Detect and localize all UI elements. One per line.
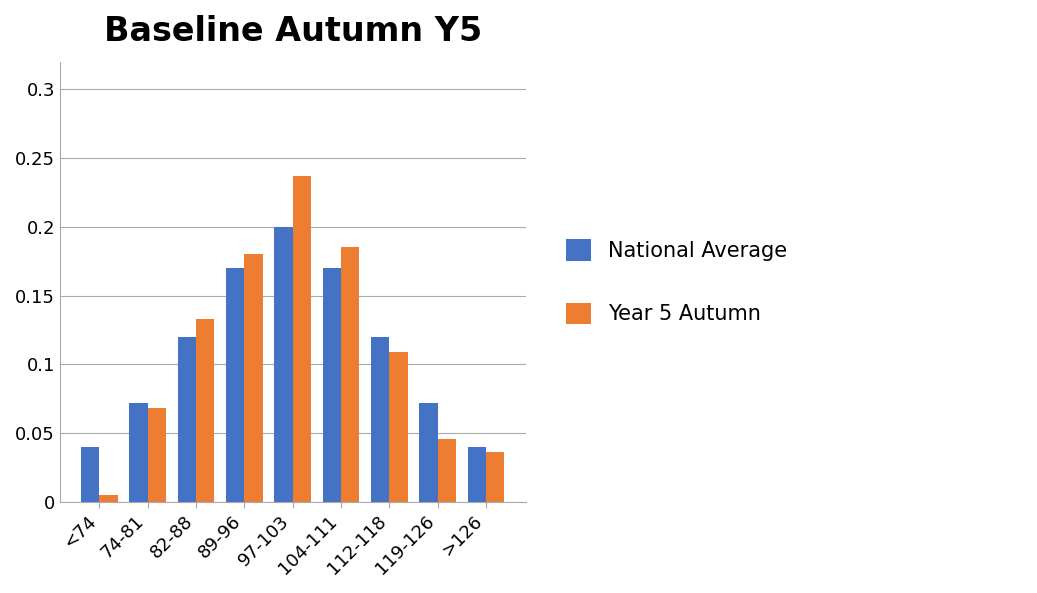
Bar xyxy=(292,176,311,502)
Title: Baseline Autumn Y5: Baseline Autumn Y5 xyxy=(104,15,482,48)
Bar xyxy=(147,409,166,502)
Legend: National Average, Year 5 Autumn: National Average, Year 5 Autumn xyxy=(545,218,808,345)
Bar xyxy=(468,447,486,502)
Bar xyxy=(438,439,456,502)
Bar xyxy=(371,337,390,502)
Bar xyxy=(100,495,118,502)
Bar xyxy=(323,268,341,502)
Bar xyxy=(390,352,408,502)
Bar xyxy=(130,403,147,502)
Bar xyxy=(226,268,245,502)
Bar xyxy=(275,227,292,502)
Bar xyxy=(341,247,360,502)
Bar xyxy=(419,403,438,502)
Bar xyxy=(486,452,504,502)
Bar xyxy=(245,254,262,502)
Bar xyxy=(196,319,215,502)
Bar xyxy=(177,337,196,502)
Bar xyxy=(81,447,100,502)
